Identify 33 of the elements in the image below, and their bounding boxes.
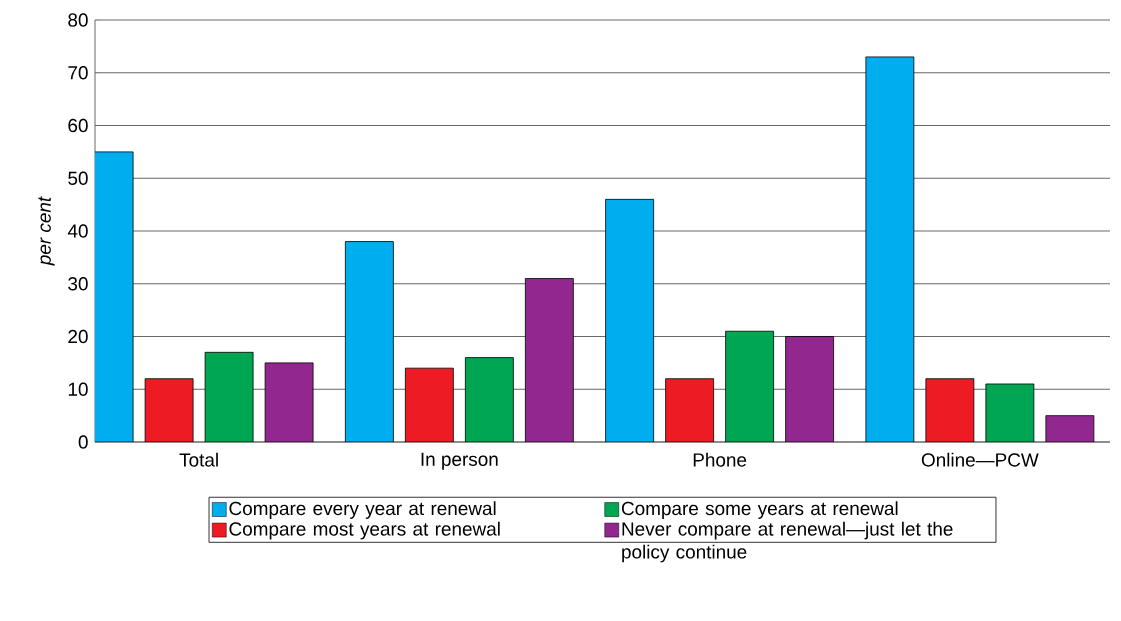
y-tick-label: 50: [68, 171, 88, 185]
bar: [1045, 415, 1095, 442]
y-tick-label: 10: [68, 382, 88, 396]
bar: [205, 352, 254, 442]
x-tick-label: Total: [179, 452, 218, 467]
x-tick-label: In person: [421, 452, 498, 470]
y-tick-label: 40: [67, 224, 88, 238]
y-tick-label: 70: [68, 66, 88, 80]
x-tick-label: Phone: [693, 452, 747, 467]
y-tick-label: 30: [68, 277, 88, 291]
bar: [925, 378, 975, 442]
bar: [345, 241, 394, 442]
legend-label: Compare every year at renewal: [229, 501, 496, 519]
bar: [725, 331, 774, 442]
y-axis-title: per cent: [38, 196, 55, 266]
legend-label: Never compare at renewal—just let the policy continue: [622, 521, 953, 563]
legend-label: Compare most years at renewal: [229, 521, 500, 540]
legend-label: Compare some years at renewal: [621, 501, 898, 519]
bar: [605, 199, 654, 442]
bar: [665, 378, 714, 442]
bar: [265, 362, 314, 442]
bar: [985, 383, 1035, 442]
y-tick-label: 20: [68, 329, 88, 344]
y-tick-label: 60: [68, 118, 88, 133]
bar: [785, 336, 834, 442]
bar: [525, 278, 574, 442]
bar: [865, 56, 915, 442]
bar: [465, 357, 514, 442]
bar: [405, 368, 454, 442]
y-tick-label: 0: [78, 435, 88, 449]
y-tick-label: 80: [68, 13, 88, 27]
bar: [145, 378, 194, 442]
x-tick-label: Online—PCW: [921, 452, 1039, 467]
